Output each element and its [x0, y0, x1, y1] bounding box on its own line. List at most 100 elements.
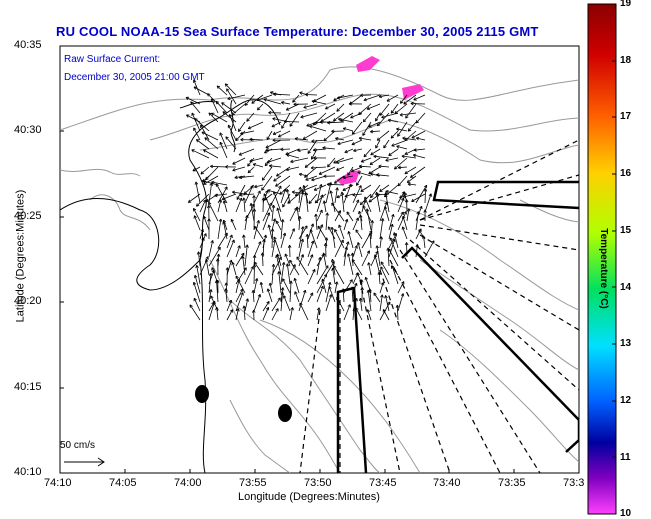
current-vector-head: [309, 254, 313, 257]
current-vector: [244, 215, 248, 231]
current-vector-head: [277, 253, 280, 257]
current-vector: [277, 207, 282, 222]
current-vector-head: [285, 189, 288, 193]
current-vector-head: [291, 228, 295, 231]
current-vector: [347, 253, 354, 276]
current-vector-head: [216, 306, 219, 310]
current-vector: [199, 237, 204, 258]
isobath-contours: [60, 66, 579, 473]
current-vector: [423, 235, 426, 249]
current-vector-head: [211, 180, 215, 183]
current-vector: [226, 234, 233, 249]
current-vector-head: [379, 112, 381, 116]
colorbar-tick-label: 11: [620, 451, 631, 463]
current-vector-head: [267, 288, 271, 292]
current-vector: [355, 229, 363, 240]
current-vector-head: [322, 286, 324, 290]
current-vector-head: [310, 166, 314, 169]
current-vector: [307, 254, 313, 267]
current-vector-head: [211, 182, 214, 186]
current-vector-head: [291, 191, 295, 195]
current-vector-head: [239, 194, 243, 197]
current-vector: [326, 183, 345, 186]
current-vector: [302, 130, 318, 140]
current-vector-head: [333, 118, 335, 122]
current-vector: [336, 296, 345, 312]
current-vector-head: [275, 183, 278, 187]
current-vector: [338, 224, 345, 240]
current-vector-head: [298, 172, 303, 175]
current-vector: [276, 254, 282, 276]
colorbar-tick-label: 10: [620, 508, 632, 519]
current-vector: [379, 184, 390, 192]
current-vector: [413, 94, 426, 101]
current-vector-head: [418, 211, 420, 215]
current-vector: [336, 166, 345, 171]
current-vector: [298, 225, 308, 240]
current-vector: [235, 252, 245, 267]
current-vector: [310, 229, 318, 249]
current-vector-head: [211, 267, 215, 270]
current-vector-head: [356, 242, 359, 246]
x-tick-label: 73:50: [304, 477, 332, 489]
current-vector: [388, 248, 399, 267]
current-vector-head: [343, 127, 347, 129]
current-vector: [191, 149, 210, 159]
current-vector-head: [203, 215, 207, 219]
current-vector-head: [257, 107, 259, 111]
current-vector-head: [406, 179, 409, 183]
current-vector-head: [242, 255, 245, 259]
current-vector: [264, 193, 273, 201]
current-vector: [343, 219, 348, 231]
current-vector-head: [257, 190, 261, 193]
current-vector-head: [266, 160, 270, 163]
current-vector-head: [300, 186, 302, 190]
current-vector: [280, 291, 283, 312]
current-vector-head: [357, 171, 361, 175]
current-vector-head: [294, 291, 298, 294]
current-vector: [309, 125, 327, 132]
current-vector-head: [194, 118, 198, 120]
current-vector: [263, 193, 273, 213]
current-vector: [397, 211, 407, 231]
current-vector: [280, 148, 291, 150]
current-vector: [335, 137, 345, 141]
colorbar-ticks: [612, 3, 616, 515]
current-vector-head: [196, 251, 199, 255]
current-vector: [379, 201, 388, 222]
current-vector: [397, 281, 405, 294]
current-vector: [380, 266, 390, 285]
current-vector-head: [330, 294, 333, 298]
current-vector-head: [335, 137, 339, 139]
current-vector: [344, 148, 354, 153]
current-vector-head: [346, 211, 350, 214]
current-vector-head: [331, 202, 335, 205]
current-vector-head: [320, 194, 323, 198]
current-vector-head: [211, 267, 213, 271]
current-vector-head: [269, 164, 273, 167]
current-vector-head: [397, 134, 401, 137]
current-vector-head: [380, 282, 384, 285]
current-vector-head: [330, 226, 333, 231]
current-vector-head: [360, 214, 363, 218]
current-vector: [261, 175, 273, 191]
current-vector-head: [273, 92, 277, 95]
current-vector-head: [285, 188, 287, 192]
current-vector-head: [202, 179, 206, 182]
current-vector-head: [358, 164, 362, 167]
current-vector-head: [261, 188, 265, 191]
current-vector: [262, 252, 264, 267]
current-vector: [289, 264, 296, 276]
current-vector-head: [232, 190, 236, 193]
current-vector: [399, 193, 408, 199]
current-vector-head: [396, 128, 399, 132]
current-vector: [289, 112, 300, 127]
current-vector-head: [399, 114, 403, 117]
current-vector-head: [330, 258, 333, 263]
current-vector-head: [209, 182, 212, 186]
current-vector-head: [338, 118, 341, 122]
current-vector-head: [352, 297, 356, 302]
current-vector-head: [227, 267, 230, 271]
current-vector: [361, 250, 370, 267]
y-tick-label: 40:15: [14, 381, 42, 393]
